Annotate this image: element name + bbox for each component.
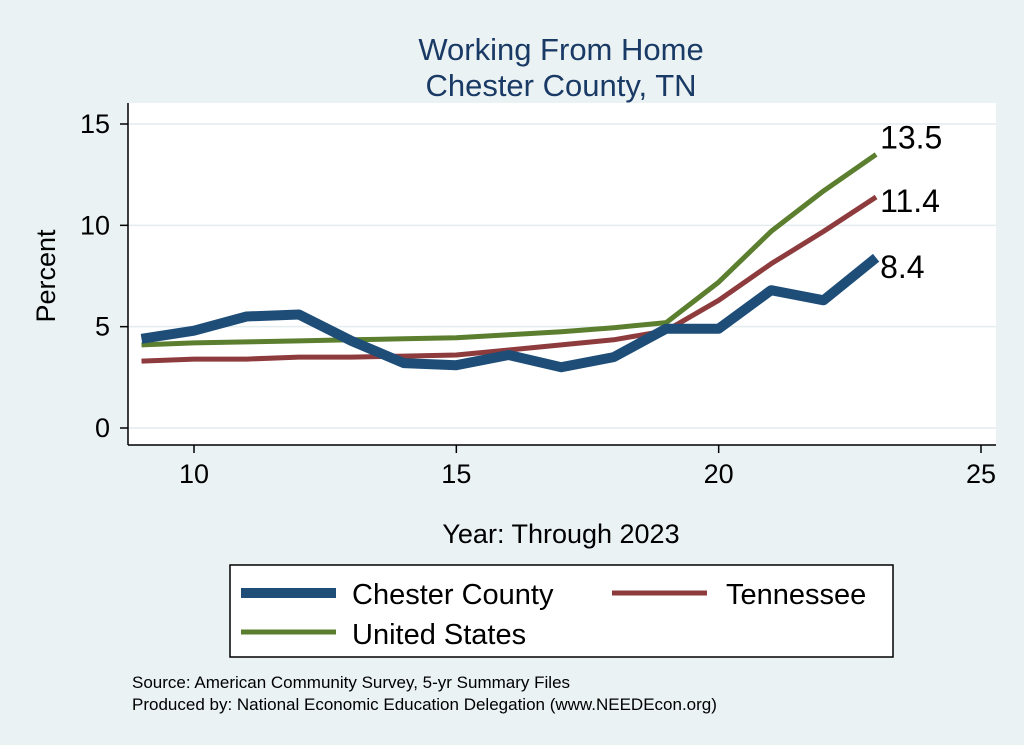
plot-area bbox=[128, 103, 996, 445]
legend-label-united-states: United States bbox=[352, 619, 526, 651]
chart-title-line-1: Working From Home bbox=[418, 32, 703, 67]
end-label-chester-county: 8.4 bbox=[880, 249, 924, 285]
y-tick-label-5: 5 bbox=[95, 312, 110, 342]
y-tick-label-15: 15 bbox=[80, 109, 110, 139]
source-note: Source: American Community Survey, 5-yr … bbox=[132, 673, 570, 692]
legend-box bbox=[229, 564, 894, 658]
x-tick-label-20: 20 bbox=[704, 459, 734, 489]
series-layer bbox=[140, 152, 880, 373]
grid-lines bbox=[128, 123, 996, 429]
x-tick-label-10: 10 bbox=[179, 459, 209, 489]
x-tick-label-25: 25 bbox=[966, 459, 996, 489]
y-axis-title: Percent bbox=[31, 229, 61, 323]
end-labels: 8.4 11.4 13.5 bbox=[880, 119, 942, 284]
axes: 0 5 10 15 10 15 20 25 bbox=[80, 103, 996, 489]
x-tick-label-15: 15 bbox=[441, 459, 471, 489]
series-line-united-states bbox=[141, 152, 878, 348]
legend-label-chester-county: Chester County bbox=[352, 579, 554, 611]
chart-title-line-2: Chester County, TN bbox=[425, 68, 696, 103]
end-label-tennessee: 11.4 bbox=[880, 183, 940, 219]
end-label-united-states: 13.5 bbox=[880, 119, 942, 155]
legend-label-tennessee: Tennessee bbox=[726, 579, 866, 611]
x-axis-title: Year: Through 2023 bbox=[442, 519, 679, 549]
produced-by-note: Produced by: National Economic Education… bbox=[132, 695, 717, 714]
y-tick-label-0: 0 bbox=[95, 413, 110, 443]
y-tick-label-10: 10 bbox=[80, 210, 110, 240]
series-line-chester-county bbox=[140, 253, 880, 373]
